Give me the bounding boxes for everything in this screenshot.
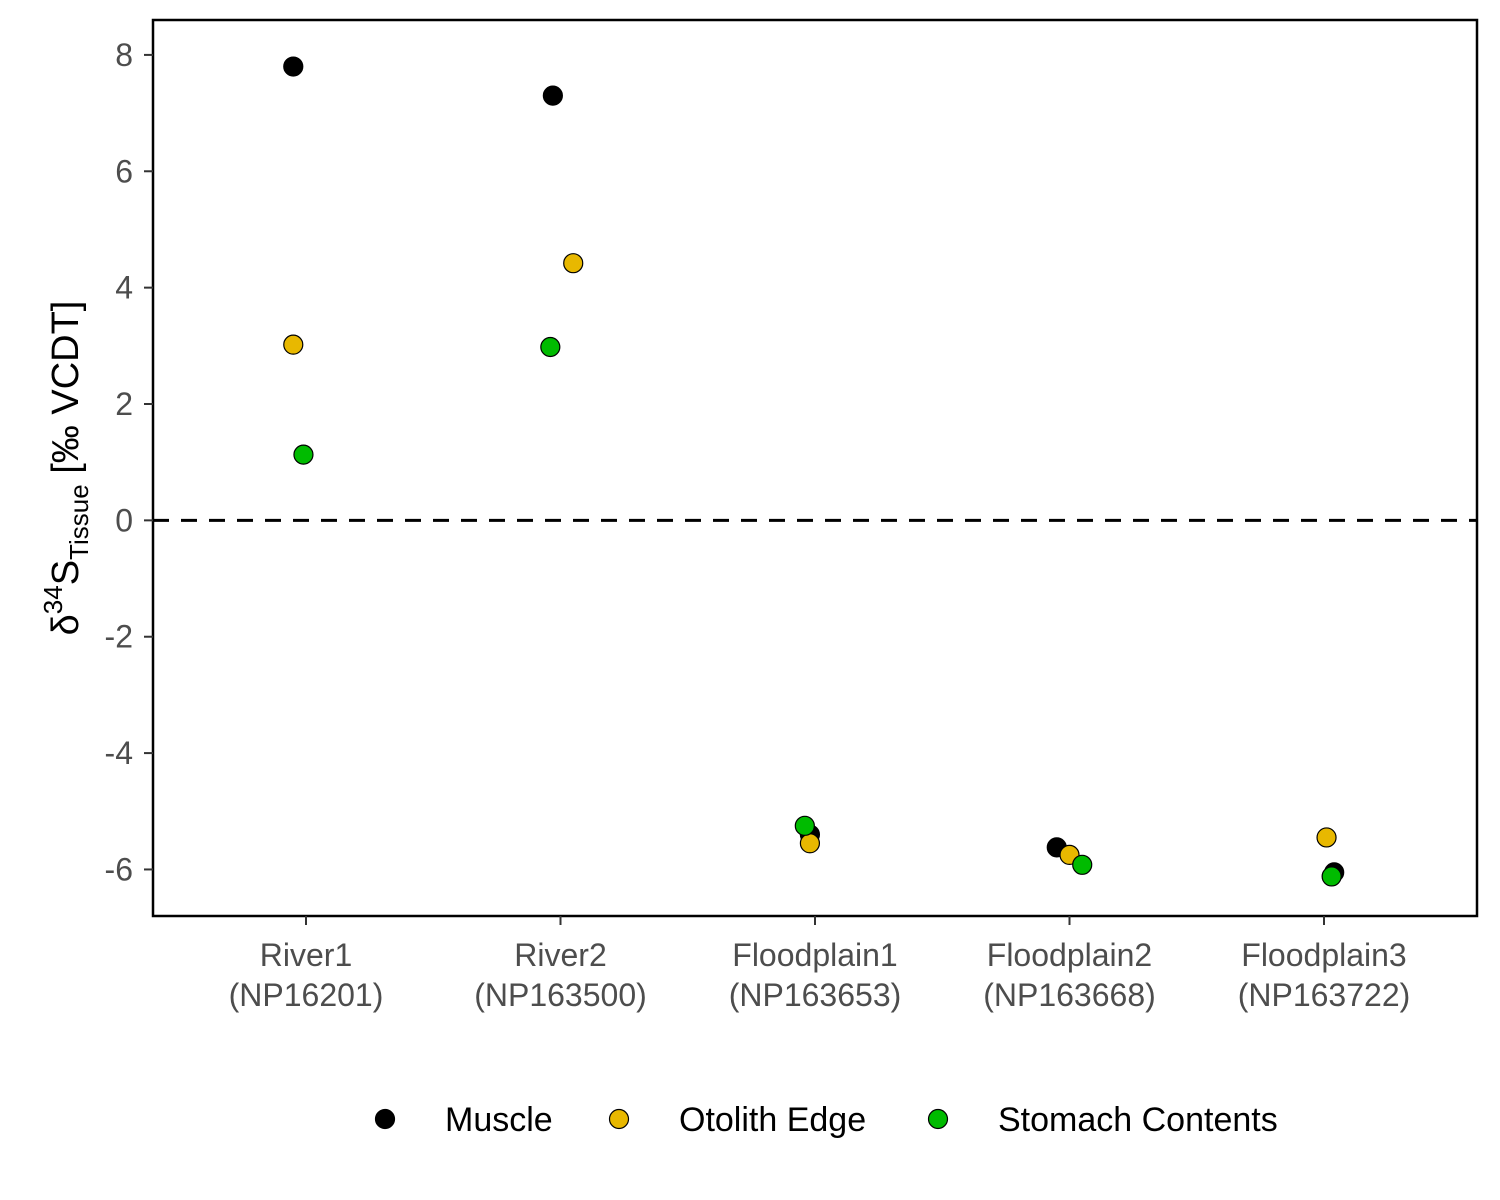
- x-tick-label: (NP163500): [474, 977, 647, 1013]
- y-tick-label: 8: [115, 37, 133, 73]
- data-point-stomach-contents: [293, 444, 314, 465]
- legend-label: Muscle: [445, 1101, 553, 1139]
- data-point-muscle: [542, 85, 563, 106]
- legend-label: Stomach Contents: [998, 1101, 1278, 1139]
- data-point-otolith-edge: [1316, 827, 1337, 848]
- plot-area: [153, 56, 1477, 887]
- x-tick-label: Floodplain2: [987, 937, 1152, 973]
- x-tick-label: (NP163722): [1238, 977, 1411, 1013]
- y-tick-label: 2: [115, 386, 133, 422]
- data-point-otolith-edge: [563, 253, 584, 274]
- data-point-otolith-edge: [799, 833, 821, 854]
- data-point-otolith-edge: [283, 334, 304, 355]
- legend: Muscle Otolith Edge Stomach Contents: [374, 1101, 1278, 1139]
- legend-key: [608, 1108, 630, 1130]
- y-tick-label: 4: [115, 270, 133, 306]
- y-tick-label: 0: [115, 502, 133, 538]
- legend-label: Otolith Edge: [679, 1101, 866, 1139]
- panel-border: [151, 18, 1479, 918]
- y-tick-label: -4: [105, 735, 133, 771]
- y-tick-label: 6: [115, 153, 133, 189]
- legend-key: [374, 1108, 396, 1130]
- x-tick-label: (NP163668): [983, 977, 1156, 1013]
- x-tick-label: River2: [514, 937, 606, 973]
- x-tick-label: Floodplain1: [732, 937, 897, 973]
- x-tick-label: Floodplain3: [1241, 937, 1406, 973]
- legend-key: [927, 1108, 949, 1130]
- axes: 8 6 4 2 0 -2 -4 -6 River1 (NP16201) River2 (NP16350…: [38, 18, 1479, 1013]
- data-point-stomach-contents: [1072, 854, 1093, 875]
- y-tick-label: -6: [105, 851, 133, 887]
- x-tick-label: (NP163653): [729, 977, 902, 1013]
- x-tick-label: River1: [260, 937, 352, 973]
- data-point-stomach-contents: [794, 815, 815, 836]
- x-tick-label: (NP16201): [229, 977, 384, 1013]
- data-point-stomach-contents: [1321, 866, 1342, 887]
- data-point-stomach-contents: [540, 336, 561, 358]
- y-axis-title: δ34STissue [‰ VCDT]: [38, 301, 94, 636]
- y-tick-label: -2: [105, 619, 133, 655]
- data-point-muscle: [283, 56, 304, 77]
